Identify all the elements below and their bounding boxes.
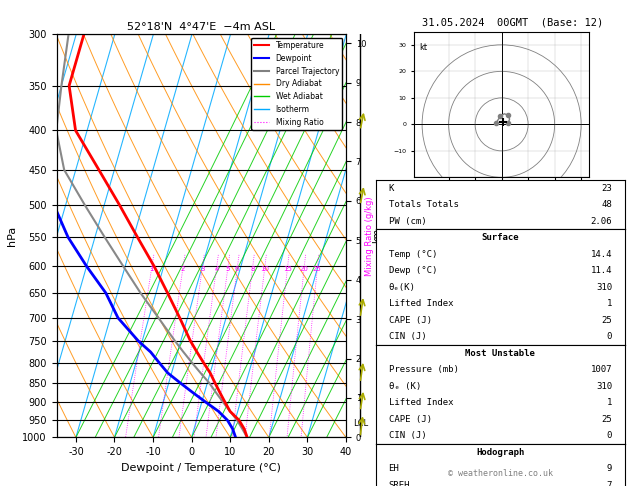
Text: Totals Totals: Totals Totals (389, 200, 459, 209)
Y-axis label: km
ASL: km ASL (372, 226, 393, 245)
Text: Hodograph: Hodograph (476, 448, 525, 457)
Text: 15: 15 (283, 265, 292, 272)
Text: 5: 5 (226, 265, 230, 272)
Text: 23: 23 (601, 184, 612, 192)
Text: CAPE (J): CAPE (J) (389, 415, 431, 424)
Text: Temp (°C): Temp (°C) (389, 250, 437, 259)
Text: Lifted Index: Lifted Index (389, 399, 453, 407)
Text: 0: 0 (607, 432, 612, 440)
Text: 25: 25 (313, 265, 321, 272)
Text: 2: 2 (181, 265, 185, 272)
Text: CIN (J): CIN (J) (389, 332, 426, 341)
Text: θₑ(K): θₑ(K) (389, 283, 415, 292)
Text: 1: 1 (149, 265, 154, 272)
Text: 20: 20 (299, 265, 309, 272)
Text: LCL: LCL (353, 419, 368, 428)
Text: 14.4: 14.4 (591, 250, 612, 259)
Text: 48: 48 (601, 200, 612, 209)
Text: 2.06: 2.06 (591, 217, 612, 226)
Text: kt: kt (420, 43, 428, 52)
Text: 25: 25 (601, 415, 612, 424)
Text: 11.4: 11.4 (591, 266, 612, 275)
Text: © weatheronline.co.uk: © weatheronline.co.uk (448, 469, 552, 478)
Text: 1007: 1007 (591, 365, 612, 374)
Title: 52°18'N  4°47'E  −4m ASL: 52°18'N 4°47'E −4m ASL (127, 22, 276, 32)
Y-axis label: hPa: hPa (7, 226, 17, 246)
Text: 4: 4 (214, 265, 219, 272)
Text: Lifted Index: Lifted Index (389, 299, 453, 308)
Text: 3: 3 (200, 265, 204, 272)
Text: 1: 1 (607, 299, 612, 308)
Text: EH: EH (389, 465, 399, 473)
Text: 310: 310 (596, 283, 612, 292)
Text: 25: 25 (601, 316, 612, 325)
Text: θₑ (K): θₑ (K) (389, 382, 421, 391)
Text: 1: 1 (607, 399, 612, 407)
Text: K: K (389, 184, 394, 192)
Text: Dewp (°C): Dewp (°C) (389, 266, 437, 275)
Text: 6: 6 (235, 265, 240, 272)
Legend: Temperature, Dewpoint, Parcel Trajectory, Dry Adiabat, Wet Adiabat, Isotherm, Mi: Temperature, Dewpoint, Parcel Trajectory… (251, 38, 342, 130)
Text: Pressure (mb): Pressure (mb) (389, 365, 459, 374)
Text: PW (cm): PW (cm) (389, 217, 426, 226)
Text: 7: 7 (607, 481, 612, 486)
X-axis label: Dewpoint / Temperature (°C): Dewpoint / Temperature (°C) (121, 463, 281, 473)
Text: 0: 0 (607, 332, 612, 341)
Text: Mixing Ratio (g/kg): Mixing Ratio (g/kg) (365, 196, 374, 276)
Text: 31.05.2024  00GMT  (Base: 12): 31.05.2024 00GMT (Base: 12) (422, 17, 603, 27)
Text: Most Unstable: Most Unstable (465, 349, 535, 358)
Text: CAPE (J): CAPE (J) (389, 316, 431, 325)
Text: 10: 10 (260, 265, 269, 272)
Text: 9: 9 (607, 465, 612, 473)
Text: CIN (J): CIN (J) (389, 432, 426, 440)
Text: 8: 8 (250, 265, 255, 272)
Text: Surface: Surface (482, 233, 519, 242)
Text: 310: 310 (596, 382, 612, 391)
Text: SREH: SREH (389, 481, 410, 486)
